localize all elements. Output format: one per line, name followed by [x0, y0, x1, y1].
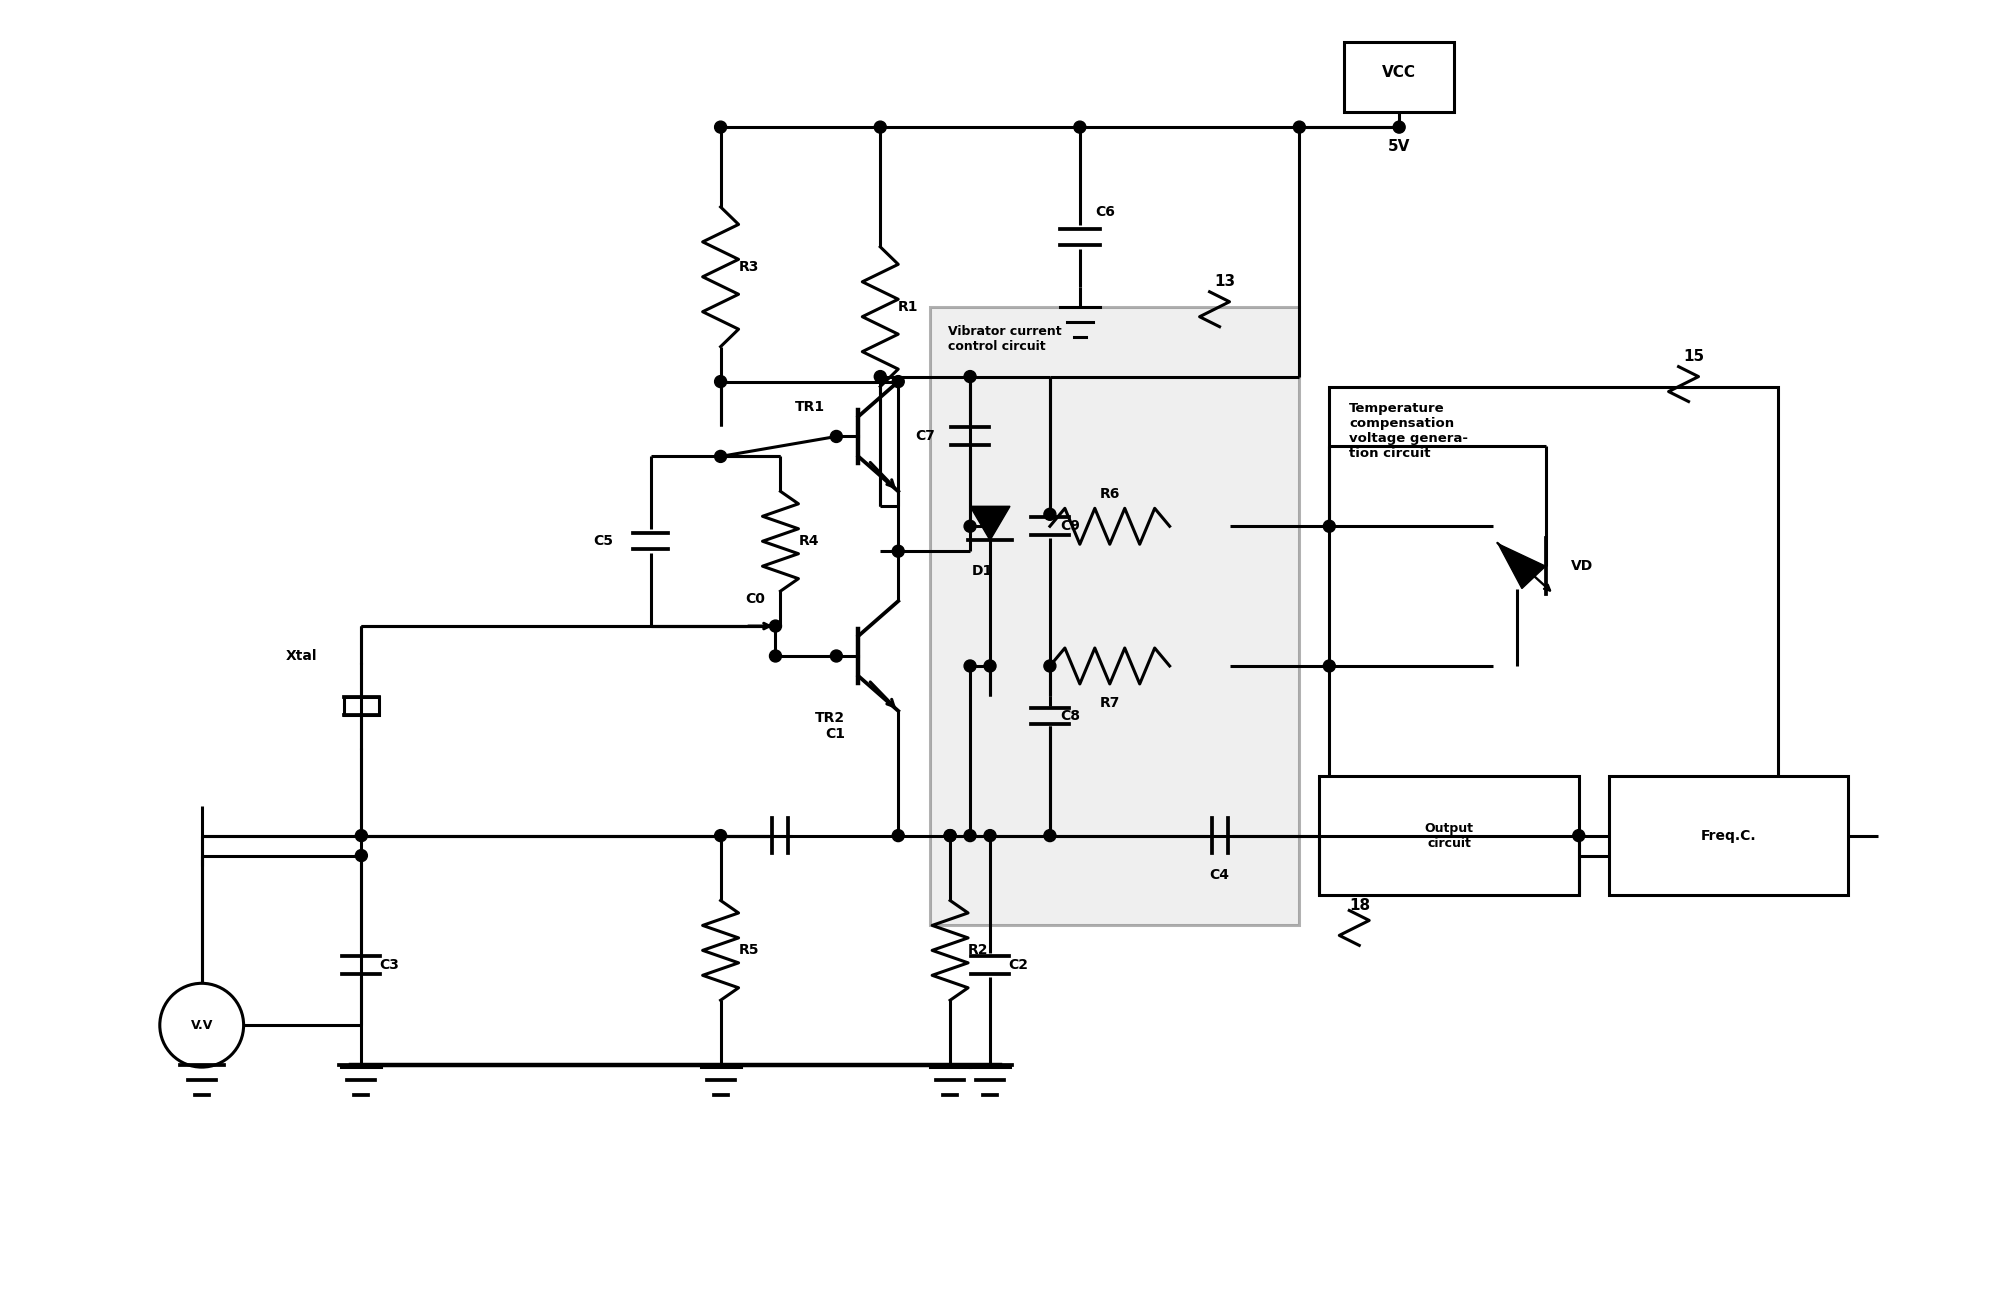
Text: C4: C4 — [1209, 867, 1230, 882]
Text: VCC: VCC — [1382, 65, 1416, 80]
Bar — [1320, 776, 1579, 896]
Text: C7: C7 — [916, 430, 934, 444]
Text: C6: C6 — [1095, 205, 1115, 219]
Circle shape — [1324, 520, 1336, 533]
Circle shape — [964, 829, 976, 841]
Text: 13: 13 — [1215, 274, 1236, 290]
Circle shape — [1045, 829, 1057, 841]
Circle shape — [1045, 508, 1057, 520]
Text: R2: R2 — [968, 943, 988, 957]
Circle shape — [715, 376, 727, 388]
Text: Output
circuit: Output circuit — [1424, 821, 1473, 850]
Circle shape — [1045, 660, 1057, 673]
Circle shape — [830, 650, 842, 662]
Circle shape — [984, 829, 996, 841]
Text: Xtal: Xtal — [285, 649, 317, 663]
Circle shape — [356, 829, 368, 841]
Circle shape — [964, 520, 976, 533]
Text: VD: VD — [1571, 559, 1593, 573]
Text: R3: R3 — [739, 260, 759, 274]
Circle shape — [356, 850, 368, 862]
Bar — [344, 697, 380, 714]
Text: R7: R7 — [1099, 696, 1119, 710]
Circle shape — [715, 451, 727, 462]
Circle shape — [1324, 660, 1336, 673]
Text: R6: R6 — [1099, 487, 1119, 502]
Circle shape — [874, 121, 886, 133]
Text: C2: C2 — [1009, 959, 1029, 973]
Text: D1: D1 — [972, 564, 992, 579]
Text: C3: C3 — [380, 959, 400, 973]
Circle shape — [1075, 121, 1085, 133]
Text: 18: 18 — [1350, 899, 1370, 913]
Circle shape — [984, 660, 996, 673]
Text: R4: R4 — [798, 534, 820, 549]
Polygon shape — [970, 507, 1011, 541]
Bar — [1609, 776, 1848, 896]
Text: Vibrator current
control circuit: Vibrator current control circuit — [948, 325, 1061, 353]
Bar — [1344, 42, 1455, 112]
Circle shape — [892, 545, 904, 558]
Polygon shape — [1499, 543, 1545, 589]
Text: Freq.C.: Freq.C. — [1702, 828, 1756, 842]
Text: R5: R5 — [739, 943, 759, 957]
Circle shape — [769, 650, 782, 662]
Circle shape — [715, 121, 727, 133]
Text: 15: 15 — [1684, 349, 1706, 364]
Circle shape — [944, 829, 956, 841]
Text: V.V: V.V — [191, 1019, 213, 1032]
Circle shape — [874, 371, 886, 383]
Circle shape — [892, 376, 904, 388]
Text: C5: C5 — [593, 534, 613, 549]
Text: TR1: TR1 — [796, 400, 826, 414]
Circle shape — [769, 620, 782, 632]
Bar — [1330, 387, 1778, 855]
Text: C8: C8 — [1061, 709, 1081, 722]
Circle shape — [892, 829, 904, 841]
Circle shape — [964, 371, 976, 383]
Text: TR2
C1: TR2 C1 — [816, 710, 846, 741]
Text: 5V: 5V — [1388, 140, 1410, 154]
Circle shape — [1573, 829, 1585, 841]
Bar — [930, 307, 1300, 926]
Circle shape — [830, 431, 842, 443]
Circle shape — [1392, 121, 1404, 133]
Circle shape — [944, 829, 956, 841]
Text: C9: C9 — [1061, 520, 1079, 533]
Circle shape — [1294, 121, 1306, 133]
Circle shape — [715, 829, 727, 841]
Text: C0: C0 — [745, 592, 765, 606]
Text: Temperature
compensation
voltage genera-
tion circuit: Temperature compensation voltage genera-… — [1350, 401, 1469, 460]
Circle shape — [964, 660, 976, 673]
Circle shape — [984, 520, 996, 533]
Text: R1: R1 — [898, 300, 918, 313]
